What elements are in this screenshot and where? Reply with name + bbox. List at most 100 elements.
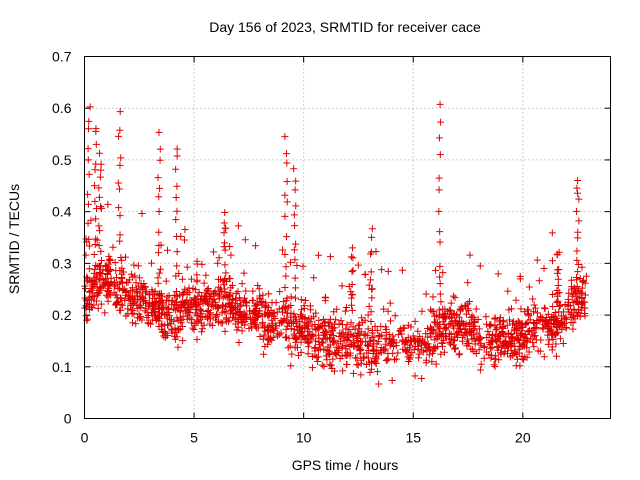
y-tick-label: 0.2: [52, 307, 72, 323]
data-point: [193, 278, 201, 286]
data-point: [470, 347, 478, 355]
data-point: [383, 356, 391, 364]
data-point: [455, 351, 463, 359]
data-point: [188, 315, 196, 323]
data-point: [324, 343, 332, 351]
data-point: [314, 346, 322, 354]
data-point: [291, 284, 299, 292]
data-point: [552, 340, 560, 348]
data-point: [175, 326, 183, 334]
data-point: [203, 286, 211, 294]
data-point: [364, 325, 372, 333]
data-point: [260, 331, 268, 339]
data-point: [84, 219, 92, 227]
data-point: [156, 299, 164, 307]
data-point: [297, 348, 305, 356]
data-point: [109, 243, 117, 251]
data-point: [147, 259, 155, 267]
data-point: [512, 296, 520, 304]
data-point: [581, 312, 589, 320]
data-point: [539, 325, 547, 333]
data-point: [378, 331, 386, 339]
data-point: [529, 338, 537, 346]
data-point: [95, 149, 103, 157]
data-point: [287, 302, 295, 310]
data-point: [378, 266, 386, 274]
data-point: [399, 345, 407, 353]
data-point: [283, 198, 291, 206]
data-point: [347, 340, 355, 348]
data-point: [122, 278, 130, 286]
data-point: [233, 309, 241, 317]
data-point: [97, 256, 105, 264]
data-point: [519, 324, 527, 332]
data-point: [312, 326, 320, 334]
data-point: [163, 293, 171, 301]
data-point: [248, 324, 256, 332]
data-point: [119, 268, 127, 276]
data-point: [173, 248, 181, 256]
data-point: [242, 287, 250, 295]
data-point: [290, 310, 298, 318]
data-point: [347, 253, 355, 261]
data-point: [457, 325, 465, 333]
data-point: [300, 304, 308, 312]
data-point: [191, 286, 199, 294]
data-point: [533, 309, 541, 317]
data-point: [301, 314, 309, 322]
data-point: [235, 339, 243, 347]
data-point: [285, 303, 293, 311]
data-point: [343, 352, 351, 360]
y-axis-label: SRMTID / TECUs: [6, 184, 22, 294]
data-point: [368, 294, 376, 302]
data-point: [436, 290, 444, 298]
data-point: [370, 333, 378, 341]
data-point: [334, 340, 342, 348]
data-point: [284, 344, 292, 352]
data-point: [315, 316, 323, 324]
data-point: [202, 271, 210, 279]
data-point: [415, 350, 423, 358]
data-point: [495, 356, 503, 364]
data-point: [324, 318, 332, 326]
data-point: [211, 287, 219, 295]
data-point: [348, 244, 356, 252]
data-point: [368, 285, 376, 293]
data-point: [173, 232, 181, 240]
data-point: [96, 227, 104, 235]
data-point: [95, 184, 103, 192]
data-point: [365, 302, 373, 310]
data-point: [436, 151, 444, 159]
data-point: [347, 319, 355, 327]
data-point: [435, 328, 443, 336]
data-point: [440, 312, 448, 320]
data-point: [530, 343, 538, 351]
data-point: [233, 326, 241, 334]
data-point: [491, 362, 499, 370]
data-point: [373, 368, 381, 376]
data-point: [297, 296, 305, 304]
data-point: [386, 342, 394, 350]
data-point: [119, 286, 127, 294]
data-point: [494, 270, 502, 278]
data-point: [372, 346, 380, 354]
data-point: [364, 311, 372, 319]
data-point: [426, 346, 434, 354]
data-point: [488, 332, 496, 340]
data-point: [115, 204, 123, 212]
data-point: [221, 261, 229, 269]
data-point: [86, 287, 94, 295]
data-point: [450, 341, 458, 349]
data-point: [558, 320, 566, 328]
data-point: [242, 302, 250, 310]
data-point: [501, 344, 509, 352]
data-point: [343, 321, 351, 329]
data-point: [92, 125, 100, 133]
data-point: [487, 337, 495, 345]
data-point: [525, 283, 533, 291]
data-point: [117, 295, 125, 303]
data-point: [384, 307, 392, 315]
data-point: [197, 313, 205, 321]
data-point: [178, 323, 186, 331]
data-point: [221, 239, 229, 247]
